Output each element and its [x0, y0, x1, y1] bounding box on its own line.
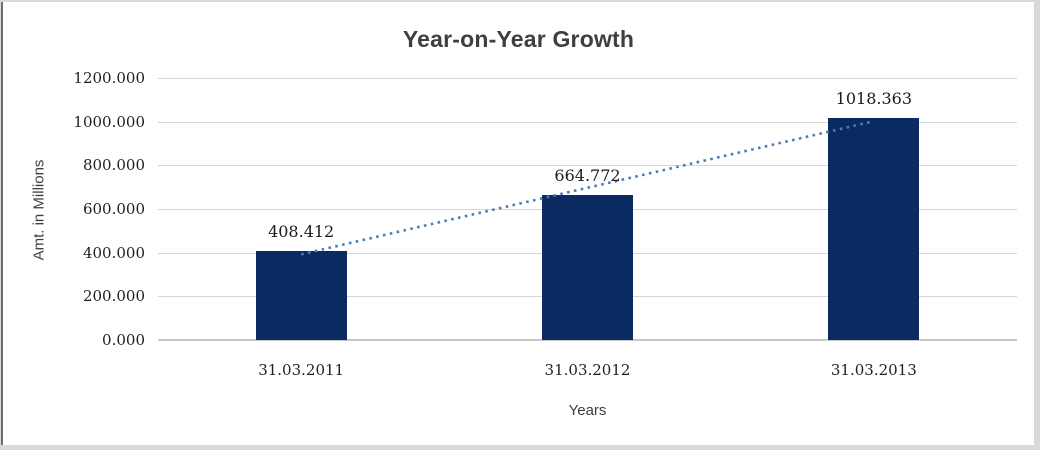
bar	[828, 117, 920, 340]
bar-data-label: 408.412	[268, 221, 335, 241]
y-tick-label: 0.000	[102, 331, 145, 349]
x-category-label: 31.03.2012	[544, 361, 631, 379]
chart-title: Year-on-Year Growth	[402, 26, 635, 52]
y-tick-label: 1200.000	[73, 69, 145, 87]
bar	[255, 250, 347, 340]
chart-canvas: Year-on-Year Growth Amt. in Millions Yea…	[1, 2, 1034, 445]
x-axis-line	[158, 339, 1017, 341]
x-axis-title: Years	[568, 402, 607, 419]
x-category-label: 31.03.2011	[258, 361, 345, 379]
y-tick-label: 800.000	[82, 156, 145, 175]
bar-data-label: 664.772	[554, 165, 621, 185]
x-category-label: 31.03.2013	[830, 361, 917, 379]
y-tick-label: 1000.000	[73, 112, 145, 131]
y-tick-label: 400.000	[82, 243, 145, 262]
bar-data-label: 1018.363	[835, 88, 912, 108]
bar	[542, 194, 633, 340]
y-tick-label: 200.000	[82, 287, 145, 306]
y-tick-label: 600.000	[82, 200, 145, 218]
gridline	[158, 78, 1017, 79]
